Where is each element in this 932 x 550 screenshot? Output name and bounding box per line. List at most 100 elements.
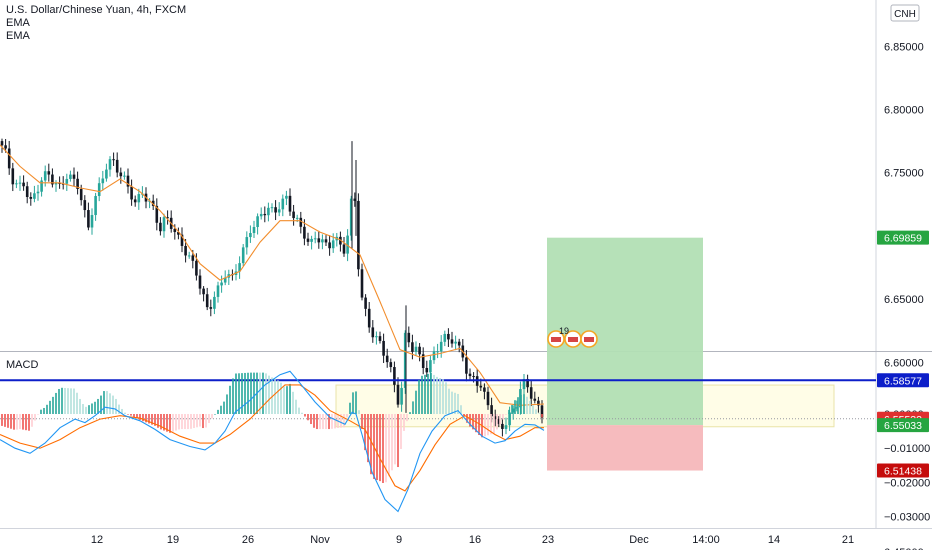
candle[interactable] xyxy=(245,237,249,248)
candle[interactable] xyxy=(195,260,198,276)
candle[interactable] xyxy=(493,416,497,420)
chart-title[interactable]: U.S. Dollar/Chinese Yuan, 4h, FXCM xyxy=(6,4,187,16)
candle[interactable] xyxy=(360,269,364,298)
candle[interactable] xyxy=(216,285,220,297)
candle[interactable] xyxy=(18,182,22,184)
candle[interactable] xyxy=(277,209,281,213)
candle[interactable] xyxy=(382,340,385,356)
candle[interactable] xyxy=(184,245,187,256)
candle[interactable] xyxy=(342,244,346,254)
candle[interactable] xyxy=(130,186,133,200)
candle[interactable] xyxy=(79,188,83,201)
candle[interactable] xyxy=(238,263,241,272)
candle[interactable] xyxy=(393,367,396,385)
candle[interactable] xyxy=(472,376,475,378)
candle[interactable] xyxy=(504,425,508,429)
candle[interactable] xyxy=(180,234,184,246)
candle[interactable] xyxy=(191,255,195,261)
candle[interactable] xyxy=(515,407,519,409)
signal-line[interactable] xyxy=(0,384,544,492)
candle[interactable] xyxy=(202,288,205,295)
candle[interactable] xyxy=(33,193,36,199)
macd-legend[interactable]: MACD xyxy=(6,359,38,372)
candle[interactable] xyxy=(177,232,180,235)
candle[interactable] xyxy=(439,341,443,352)
candle[interactable] xyxy=(198,275,202,289)
currency-badge-box[interactable] xyxy=(890,4,920,22)
indicator-ema-2[interactable]: EMA xyxy=(6,30,30,42)
stop-zone[interactable] xyxy=(547,425,703,471)
candle[interactable] xyxy=(285,195,288,199)
candle[interactable] xyxy=(97,183,101,197)
candle[interactable] xyxy=(126,175,130,187)
candle[interactable] xyxy=(432,351,436,361)
candle[interactable] xyxy=(331,240,335,249)
candle[interactable] xyxy=(385,355,389,363)
candle[interactable] xyxy=(267,207,270,216)
candle[interactable] xyxy=(7,148,11,169)
candle[interactable] xyxy=(162,217,166,232)
candle[interactable] xyxy=(414,346,418,352)
candle[interactable] xyxy=(490,405,493,417)
candle[interactable] xyxy=(511,408,515,413)
candle[interactable] xyxy=(159,222,162,232)
candle[interactable] xyxy=(486,391,490,406)
candle[interactable] xyxy=(497,419,501,424)
candle[interactable] xyxy=(65,178,69,184)
candle[interactable] xyxy=(69,174,72,179)
candle[interactable] xyxy=(378,336,382,341)
candle[interactable] xyxy=(213,296,216,309)
candle[interactable] xyxy=(259,213,263,217)
candle[interactable] xyxy=(101,178,105,184)
candle[interactable] xyxy=(364,297,367,309)
candle[interactable] xyxy=(252,227,256,234)
candle[interactable] xyxy=(299,217,303,227)
candle[interactable] xyxy=(429,360,432,373)
candle[interactable] xyxy=(436,351,439,353)
candle[interactable] xyxy=(313,238,317,240)
candle[interactable] xyxy=(115,159,119,173)
candle[interactable] xyxy=(371,327,375,338)
candle[interactable] xyxy=(303,226,306,239)
candle[interactable] xyxy=(29,197,33,199)
candle[interactable] xyxy=(411,342,414,352)
macd-title[interactable]: MACD xyxy=(6,359,39,371)
candle[interactable] xyxy=(418,346,421,355)
candle[interactable] xyxy=(151,200,155,206)
candle[interactable] xyxy=(47,171,51,175)
candle[interactable] xyxy=(263,213,267,216)
candle[interactable] xyxy=(349,198,353,236)
candle[interactable] xyxy=(321,239,324,243)
candle[interactable] xyxy=(346,235,349,254)
candle[interactable] xyxy=(155,205,159,223)
candle[interactable] xyxy=(11,168,15,185)
currency-badge[interactable]: CNH xyxy=(894,9,916,20)
candle[interactable] xyxy=(223,277,227,283)
candle[interactable] xyxy=(166,217,169,219)
candle[interactable] xyxy=(119,172,123,177)
ema-line[interactable] xyxy=(0,144,545,406)
candle[interactable] xyxy=(353,198,357,201)
candle[interactable] xyxy=(90,215,94,228)
candle[interactable] xyxy=(389,362,393,368)
candle[interactable] xyxy=(83,200,87,211)
candle[interactable] xyxy=(51,174,54,185)
candle[interactable] xyxy=(310,238,313,242)
candle[interactable] xyxy=(465,357,468,374)
candle[interactable] xyxy=(36,191,40,194)
candle[interactable] xyxy=(133,199,137,203)
candle[interactable] xyxy=(450,339,454,344)
candle[interactable] xyxy=(0,141,4,146)
candle[interactable] xyxy=(281,198,285,210)
candle[interactable] xyxy=(443,333,447,342)
candle[interactable] xyxy=(501,423,504,429)
candle[interactable] xyxy=(43,171,47,181)
candle[interactable] xyxy=(508,412,511,426)
price-series-layer[interactable] xyxy=(0,138,876,437)
candle[interactable] xyxy=(54,182,58,185)
candle[interactable] xyxy=(15,183,18,185)
candle[interactable] xyxy=(324,239,328,243)
candle[interactable] xyxy=(288,195,292,212)
candle[interactable] xyxy=(522,378,526,390)
